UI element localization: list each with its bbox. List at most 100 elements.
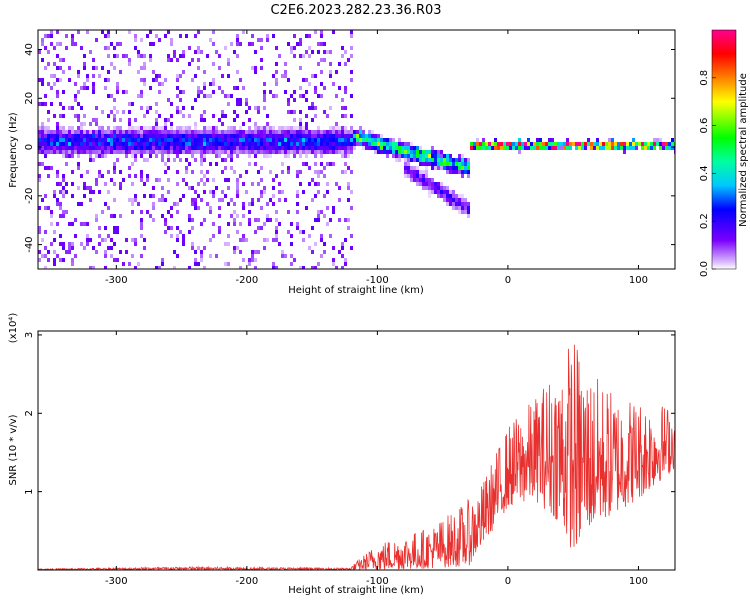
spectrogram-cell xyxy=(59,138,62,142)
spectrogram-cell xyxy=(587,138,590,142)
spectrogram-cell xyxy=(164,230,167,234)
spectrogram-cell xyxy=(92,130,95,134)
spectrogram-cell xyxy=(86,170,89,174)
spectrogram-cell xyxy=(482,138,485,142)
spectrogram-cell xyxy=(338,186,341,190)
spectrogram-cell xyxy=(68,250,71,254)
spectrogram-cell xyxy=(233,202,236,206)
spectrogram-cell xyxy=(236,42,239,46)
spectrogram-cell xyxy=(302,78,305,82)
spectrogram-cell xyxy=(215,130,218,134)
spectrogram-cell xyxy=(140,78,143,82)
spectrogram-cell xyxy=(314,86,317,90)
spectrogram-cell xyxy=(242,142,245,146)
spectrogram-cell xyxy=(326,150,329,154)
spectrogram-cell xyxy=(107,30,110,34)
spectrogram-cell xyxy=(197,130,200,134)
spectrogram-cell xyxy=(596,142,599,146)
spectrogram-cell xyxy=(455,166,458,170)
spectrogram-cell xyxy=(560,142,563,146)
spectrogram-cell xyxy=(221,122,224,126)
spectrogram-cell xyxy=(161,138,164,142)
spectrogram-cell xyxy=(155,150,158,154)
spectrogram-cell xyxy=(290,110,293,114)
spectrogram-cell xyxy=(203,82,206,86)
spectrogram-cell xyxy=(197,138,200,142)
spectrogram-cell xyxy=(182,178,185,182)
spectrogram-cell xyxy=(164,142,167,146)
spectrogram-cell xyxy=(176,138,179,142)
spectrogram-cell xyxy=(254,126,257,130)
spectrogram-cell xyxy=(521,142,524,146)
spectrogram-cell xyxy=(209,210,212,214)
spectrogram-cell xyxy=(311,266,314,269)
spectrogram-cell xyxy=(173,158,176,162)
spectrogram-cell xyxy=(101,146,104,150)
spectrogram-cell xyxy=(305,50,308,54)
spectrogram-cell xyxy=(446,194,449,198)
spectrogram-cell xyxy=(170,114,173,118)
spectrogram-cell xyxy=(254,142,257,146)
spectrogram-cell xyxy=(194,142,197,146)
spectrogram-cell xyxy=(191,226,194,230)
spectrogram-cell xyxy=(266,154,269,158)
spectrogram-cell xyxy=(191,242,194,246)
spectrogram-cell xyxy=(380,134,383,138)
spectrogram-cell xyxy=(152,218,155,222)
spectrogram-cell xyxy=(38,142,41,146)
spectrogram-cell xyxy=(110,62,113,66)
spectrogram-cell xyxy=(455,198,458,202)
spectrogram-cell xyxy=(65,162,68,166)
spectrogram-cell xyxy=(350,150,353,154)
spectrogram-cell xyxy=(206,54,209,58)
spectrogram-cell xyxy=(251,130,254,134)
spectrogram-cell xyxy=(491,142,494,146)
spectrogram-cell xyxy=(338,126,341,130)
spectrogram-cell xyxy=(140,94,143,98)
spectrogram-cell xyxy=(272,262,275,266)
spectrogram-cell xyxy=(92,266,95,269)
spectrogram-cell xyxy=(47,138,50,142)
spectrogram-cell xyxy=(263,94,266,98)
spectrogram-cell xyxy=(218,118,221,122)
spectrogram-cell xyxy=(344,154,347,158)
spectrogram-cell xyxy=(146,34,149,38)
spectrogram-cell xyxy=(317,94,320,98)
spectrogram-cell xyxy=(44,194,47,198)
spectrogram-cell xyxy=(239,238,242,242)
spectrogram-cell xyxy=(218,230,221,234)
spectrogram-cell xyxy=(224,166,227,170)
spectrogram-cell xyxy=(50,166,53,170)
spectrogram-cell xyxy=(344,138,347,142)
spectrogram-cell xyxy=(89,50,92,54)
spectrogram-cell xyxy=(260,226,263,230)
spectrogram-cell xyxy=(281,170,284,174)
spectrogram-cell xyxy=(344,90,347,94)
spectrogram-cell xyxy=(401,146,404,150)
spectrogram-cell xyxy=(281,74,284,78)
spectrogram-cell xyxy=(131,210,134,214)
spectrogram-cell xyxy=(293,142,296,146)
spectrogram-y-label: Frequency (Hz) xyxy=(8,112,19,188)
spectrogram-cell xyxy=(104,138,107,142)
spectrogram-cell xyxy=(302,230,305,234)
spectrogram-cell xyxy=(92,146,95,150)
spectrogram-cell xyxy=(140,254,143,258)
spectrogram-cell xyxy=(308,246,311,250)
spectrogram-cell xyxy=(254,150,257,154)
spectrogram-cell xyxy=(314,266,317,269)
spectrogram-cell xyxy=(167,130,170,134)
spectrogram-cell xyxy=(92,58,95,62)
spectrogram-cell xyxy=(185,130,188,134)
spectrogram-cell xyxy=(38,174,41,178)
spectrogram-cell xyxy=(443,162,446,166)
spectrogram-cell xyxy=(128,122,131,126)
spectrogram-cell xyxy=(254,266,257,269)
spectrogram-cell xyxy=(104,86,107,90)
spectrogram-cell xyxy=(281,142,284,146)
spectrogram-cell xyxy=(215,50,218,54)
spectrogram-cell xyxy=(314,182,317,186)
spectrogram-cell xyxy=(68,222,71,226)
spectrogram-cell xyxy=(338,62,341,66)
spectrogram-cell xyxy=(86,222,89,226)
